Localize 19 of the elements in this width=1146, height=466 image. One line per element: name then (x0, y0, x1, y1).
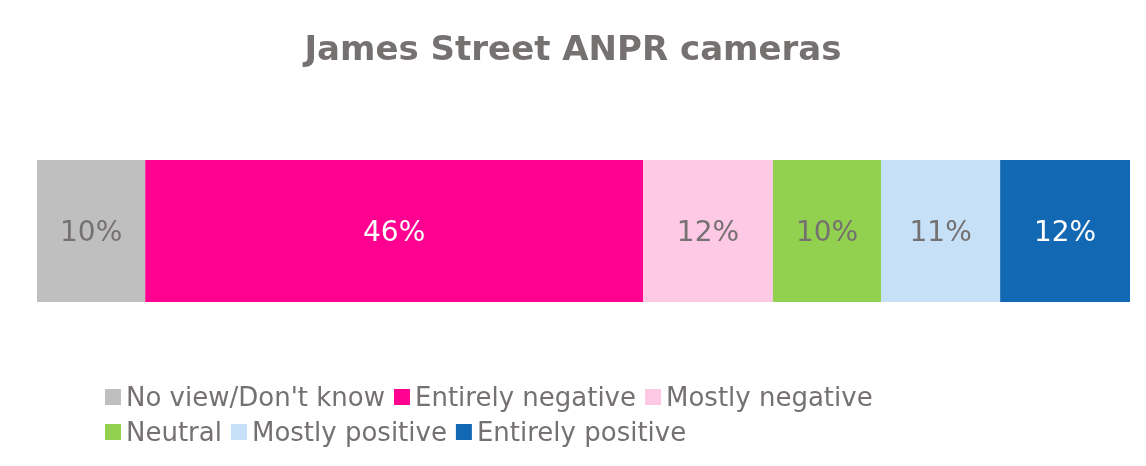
bar (881, 160, 1001, 302)
bar (37, 160, 146, 302)
data-label: 46% (363, 214, 426, 248)
legend-label: Mostly negative (666, 382, 873, 412)
data-label: 12% (1033, 214, 1097, 248)
legend-label: No view/Don't know (126, 382, 385, 412)
chart-title: James Street ANPR cameras (302, 28, 842, 68)
bar (1000, 160, 1130, 302)
data-label: 11% (909, 214, 972, 248)
bar (643, 160, 773, 302)
data-label: 10% (795, 214, 859, 248)
data-label: 12% (676, 214, 740, 248)
legend-label: Mostly positive (251, 417, 447, 447)
bar (145, 160, 644, 302)
legend-label: Neutral (126, 417, 222, 447)
legend-label: Entirely negative (414, 382, 636, 412)
data-label: 10% (59, 214, 123, 248)
bar (772, 160, 882, 302)
legend-label: Entirely positive (476, 417, 687, 447)
